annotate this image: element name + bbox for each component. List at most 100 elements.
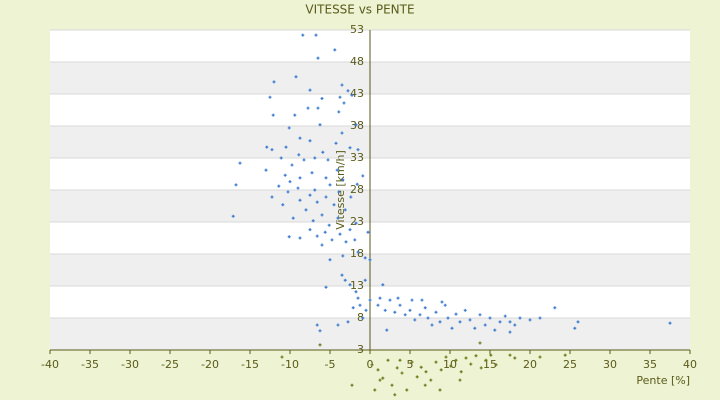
y-tick-label: 33 — [350, 151, 364, 164]
point — [356, 250, 360, 254]
point — [396, 296, 400, 300]
point — [326, 158, 330, 162]
point — [439, 368, 443, 372]
point — [410, 298, 414, 302]
point — [405, 388, 409, 392]
point — [297, 153, 301, 157]
point — [440, 300, 444, 304]
point — [301, 33, 305, 37]
chart-title: VITESSE vs PENTE — [305, 3, 414, 17]
point — [386, 358, 390, 362]
point — [350, 93, 354, 97]
point — [454, 312, 458, 316]
point — [287, 235, 291, 239]
point — [328, 258, 332, 262]
point — [423, 306, 427, 310]
point — [410, 360, 414, 364]
y-tick-label: 28 — [350, 183, 364, 196]
point — [498, 320, 502, 324]
point — [355, 182, 359, 186]
point — [458, 320, 462, 324]
point — [479, 366, 483, 370]
point — [346, 89, 350, 93]
point — [538, 355, 542, 359]
x-tick-label: -35 — [81, 358, 99, 371]
point — [315, 323, 319, 327]
point — [298, 236, 302, 240]
point — [398, 303, 402, 307]
point — [334, 141, 338, 145]
point — [348, 283, 352, 287]
x-tick-label: 5 — [407, 358, 414, 371]
point — [316, 56, 320, 60]
point — [449, 364, 453, 368]
point — [483, 323, 487, 327]
point — [459, 370, 463, 374]
point — [341, 178, 345, 182]
x-axis-label: Pente [%] — [636, 374, 690, 387]
point — [413, 318, 417, 322]
point — [354, 290, 358, 294]
point — [324, 285, 328, 289]
point — [265, 145, 269, 149]
point — [344, 240, 348, 244]
x-tick-label: 25 — [563, 358, 577, 371]
point — [340, 131, 344, 135]
point — [513, 356, 517, 360]
point — [286, 190, 290, 194]
x-tick-label: -20 — [201, 358, 219, 371]
point — [469, 362, 473, 366]
point — [388, 298, 392, 302]
point — [419, 365, 423, 369]
point — [318, 329, 322, 333]
point — [340, 273, 344, 277]
point — [508, 353, 512, 357]
point — [354, 221, 358, 225]
point — [304, 208, 308, 212]
point — [450, 326, 454, 330]
point — [324, 195, 328, 199]
point — [332, 203, 336, 207]
point — [234, 183, 238, 187]
point — [415, 375, 419, 379]
point — [463, 308, 467, 312]
point — [364, 308, 368, 312]
point — [363, 256, 367, 260]
point — [368, 258, 372, 262]
point — [310, 171, 314, 175]
point — [438, 388, 442, 392]
point — [336, 216, 340, 220]
point — [298, 198, 302, 202]
point — [238, 161, 242, 165]
point — [298, 176, 302, 180]
point — [429, 378, 433, 382]
point — [494, 363, 498, 367]
y-tick-label: 13 — [350, 279, 364, 292]
point — [287, 126, 291, 130]
point — [464, 356, 468, 360]
point — [376, 368, 380, 372]
x-tick-label: -30 — [121, 358, 139, 371]
x-tick-label: 40 — [683, 358, 697, 371]
point — [420, 298, 424, 302]
point — [351, 306, 355, 310]
point — [268, 95, 272, 99]
point — [277, 184, 281, 188]
point — [336, 323, 340, 327]
x-tick-label: -40 — [41, 358, 59, 371]
point — [398, 358, 402, 362]
x-tick-label: 30 — [603, 358, 617, 371]
point — [363, 278, 367, 282]
point — [528, 318, 532, 322]
point — [313, 188, 317, 192]
point — [313, 156, 317, 160]
point — [320, 96, 324, 100]
point — [573, 326, 577, 330]
x-tick-label: -15 — [241, 358, 259, 371]
point — [383, 308, 387, 312]
point — [443, 303, 447, 307]
x-tick-label: 20 — [523, 358, 537, 371]
point — [314, 33, 318, 37]
point — [563, 353, 567, 357]
